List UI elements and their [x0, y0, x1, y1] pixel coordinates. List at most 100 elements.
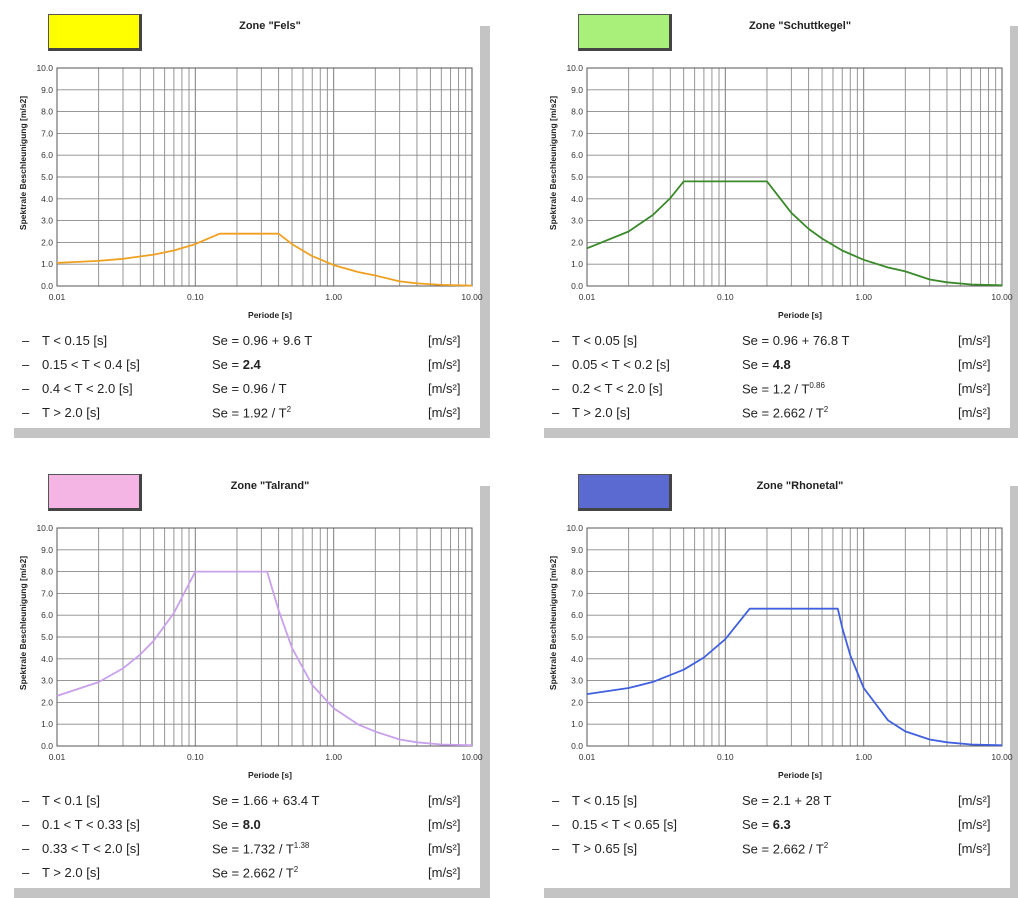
y-tick-label: 2.0 — [571, 237, 583, 247]
y-tick-label: 8.0 — [41, 107, 53, 117]
zone-color-swatch — [578, 14, 672, 51]
unit-label: [m/s²] — [428, 405, 461, 420]
y-tick-label: 5.0 — [41, 172, 53, 182]
chart-panel-2: Zone "Schuttkegel"Spektrale Beschleunigu… — [540, 8, 1018, 433]
bullet-dash: – — [552, 333, 559, 348]
y-tick-label: 1.0 — [571, 259, 583, 269]
unit-label: [m/s²] — [958, 793, 991, 808]
se-formula: Se = 2.662 / T2 — [742, 841, 828, 856]
x-tick-label: 0.10 — [717, 292, 734, 302]
period-range: 0.15 < T < 0.4 [s] — [42, 357, 140, 372]
panel-shadow-bottom — [544, 888, 1018, 898]
equation-row: –T > 0.65 [s] Se = 2.662 / T2 [m/s²] — [540, 841, 1018, 863]
period-range: 0.15 < T < 0.65 [s] — [572, 817, 677, 832]
chart-panel-4: Zone "Rhonetal"Spektrale Beschleunigung … — [540, 468, 1018, 893]
equation-row: –0.15 < T < 0.4 [s]Se = 2.4[m/s²] — [10, 357, 490, 379]
grid — [587, 528, 1002, 746]
y-tick-label: 0.0 — [41, 281, 53, 291]
se-formula: Se = 4.8 — [742, 357, 791, 372]
equation-row: –T < 0.15 [s]Se = 2.1 + 28 T[m/s²] — [540, 793, 1018, 815]
period-range: T < 0.1 [s] — [42, 793, 100, 808]
y-tick-label: 4.0 — [41, 654, 53, 664]
se-formula: Se = 1.732 / T1.38 — [212, 841, 309, 856]
exponent: 2 — [287, 405, 291, 414]
y-tick-label: 5.0 — [571, 172, 583, 182]
y-tick-label: 10.0 — [36, 63, 53, 73]
period-range: 0.1 < T < 0.33 [s] — [42, 817, 140, 832]
equation-row: –T < 0.05 [s]Se = 0.96 + 76.8 T[m/s²] — [540, 333, 1018, 355]
period-range: T > 2.0 [s] — [572, 405, 630, 420]
unit-label: [m/s²] — [428, 817, 461, 832]
spectrum-line — [57, 234, 472, 286]
se-formula: Se = 8.0 — [212, 817, 261, 832]
y-tick-label: 4.0 — [571, 194, 583, 204]
x-tick-label: 0.10 — [187, 752, 204, 762]
bullet-dash: – — [552, 357, 559, 372]
equation-row: –T < 0.15 [s]Se = 0.96 + 9.6 T[m/s²] — [10, 333, 490, 355]
bullet-dash: – — [552, 793, 559, 808]
se-formula: Se = 6.3 — [742, 817, 791, 832]
y-tick-label: 8.0 — [571, 567, 583, 577]
bullet-dash: – — [552, 381, 559, 396]
x-tick-label: 1.00 — [855, 292, 872, 302]
zone-title: Zone "Rhonetal" — [690, 480, 910, 492]
equation-row: –0.4 < T < 2.0 [s]Se = 0.96 / T[m/s²] — [10, 381, 490, 403]
zone-title: Zone "Schuttkegel" — [690, 20, 910, 32]
zone-title: Zone "Fels" — [160, 20, 380, 32]
y-tick-label: 7.0 — [41, 588, 53, 598]
bullet-dash: – — [552, 405, 559, 420]
x-tick-label: 0.01 — [49, 292, 66, 302]
zone-color-swatch — [48, 14, 142, 51]
y-tick-label: 2.0 — [41, 237, 53, 247]
period-range: 0.33 < T < 2.0 [s] — [42, 841, 140, 856]
y-tick-label: 10.0 — [566, 63, 583, 73]
equation-row: –T > 2.0 [s]Se = 1.92 / T2[m/s²] — [10, 405, 490, 427]
plateau-value: 8.0 — [243, 817, 261, 832]
y-tick-label: 6.0 — [41, 610, 53, 620]
panel-shadow-bottom — [14, 428, 490, 438]
period-range: 0.4 < T < 2.0 [s] — [42, 381, 133, 396]
unit-label: [m/s²] — [428, 357, 461, 372]
unit-label: [m/s²] — [958, 841, 991, 856]
y-tick-label: 2.0 — [571, 697, 583, 707]
unit-label: [m/s²] — [958, 405, 991, 420]
unit-label: [m/s²] — [958, 381, 991, 396]
y-tick-label: 6.0 — [571, 610, 583, 620]
y-tick-label: 4.0 — [571, 654, 583, 664]
equation-row: –T > 2.0 [s]Se = 2.662 / T2[m/s²] — [10, 865, 490, 887]
x-tick-label: 1.00 — [325, 752, 342, 762]
x-tick-label: 0.01 — [49, 752, 66, 762]
equation-row: –T < 0.1 [s]Se = 1.66 + 63.4 T[m/s²] — [10, 793, 490, 815]
x-tick-label: 1.00 — [325, 292, 342, 302]
bullet-dash: – — [552, 817, 559, 832]
unit-label: [m/s²] — [428, 841, 461, 856]
se-formula: Se = 0.96 + 76.8 T — [742, 333, 849, 348]
period-range: 0.2 < T < 2.0 [s] — [572, 381, 663, 396]
y-tick-label: 7.0 — [41, 128, 53, 138]
unit-label: [m/s²] — [958, 357, 991, 372]
y-tick-label: 6.0 — [571, 150, 583, 160]
y-tick-label: 9.0 — [571, 545, 583, 555]
x-tick-label: 10.00 — [991, 292, 1013, 302]
unit-label: [m/s²] — [958, 817, 991, 832]
x-axis-label: Periode [s] — [160, 770, 380, 780]
se-formula: Se = 1.66 + 63.4 T — [212, 793, 319, 808]
grid — [57, 68, 472, 286]
zone-title: Zone "Talrand" — [160, 480, 380, 492]
y-tick-label: 10.0 — [566, 523, 583, 533]
x-tick-label: 0.10 — [717, 752, 734, 762]
bullet-dash: – — [552, 841, 559, 856]
se-formula: Se = 0.96 + 9.6 T — [212, 333, 312, 348]
chart-panel-3: Zone "Talrand"Spektrale Beschleunigung [… — [10, 468, 490, 893]
x-axis-label: Periode [s] — [160, 310, 380, 320]
period-range: T > 0.65 [s] — [572, 841, 637, 856]
spectrum-line — [587, 181, 1002, 285]
y-tick-label: 9.0 — [41, 85, 53, 95]
se-formula: Se = 2.1 + 28 T — [742, 793, 831, 808]
equation-row: –0.15 < T < 0.65 [s] Se = 6.3 [m/s²] — [540, 817, 1018, 839]
y-tick-label: 9.0 — [41, 545, 53, 555]
chart-panel-1: Zone "Fels"Spektrale Beschleunigung [m/s… — [10, 8, 490, 433]
exponent: 0.86 — [809, 381, 825, 390]
